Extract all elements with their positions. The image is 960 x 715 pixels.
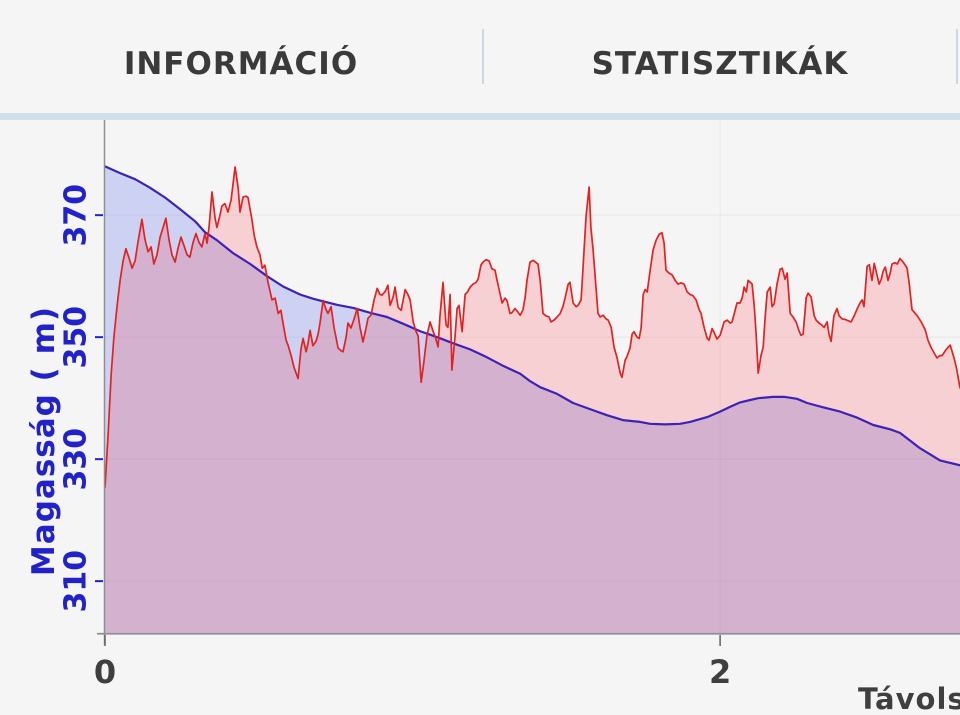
series-red-area — [105, 167, 960, 633]
tab-strip-underline — [0, 113, 960, 120]
y-tick-label: 370 — [59, 184, 94, 247]
tab-informacio-label: INFORMÁCIÓ — [123, 45, 359, 82]
tab-informacio[interactable]: INFORMÁCIÓ — [0, 0, 482, 113]
tab-bar: INFORMÁCIÓ STATISZTIKÁK — [0, 0, 960, 113]
series-red-line — [104, 166, 960, 489]
x-axis-title: Távolság — [858, 682, 960, 715]
tab-statisztikak[interactable]: STATISZTIKÁK — [484, 0, 956, 113]
tab-divider — [482, 29, 484, 84]
y-tick-label: 350 — [59, 306, 94, 369]
tab-statisztikak-label: STATISZTIKÁK — [591, 45, 849, 82]
tab-divider-2 — [956, 29, 958, 84]
chart-canvas[interactable]: 310 330 350 370 0 2 — [0, 120, 960, 715]
y-tick-label: 310 — [59, 550, 94, 613]
series-blue-line — [103, 165, 960, 467]
elevation-profile-chart: 310 330 350 370 0 2 Magasság ( m) Távolság — [0, 120, 960, 715]
x-tick-label: 0 — [94, 653, 116, 691]
y-tick-label: 330 — [59, 428, 94, 491]
series-blue-area — [105, 166, 960, 633]
y-axis-title: Magasság ( m) — [26, 305, 62, 577]
x-tick-label: 2 — [709, 653, 731, 691]
